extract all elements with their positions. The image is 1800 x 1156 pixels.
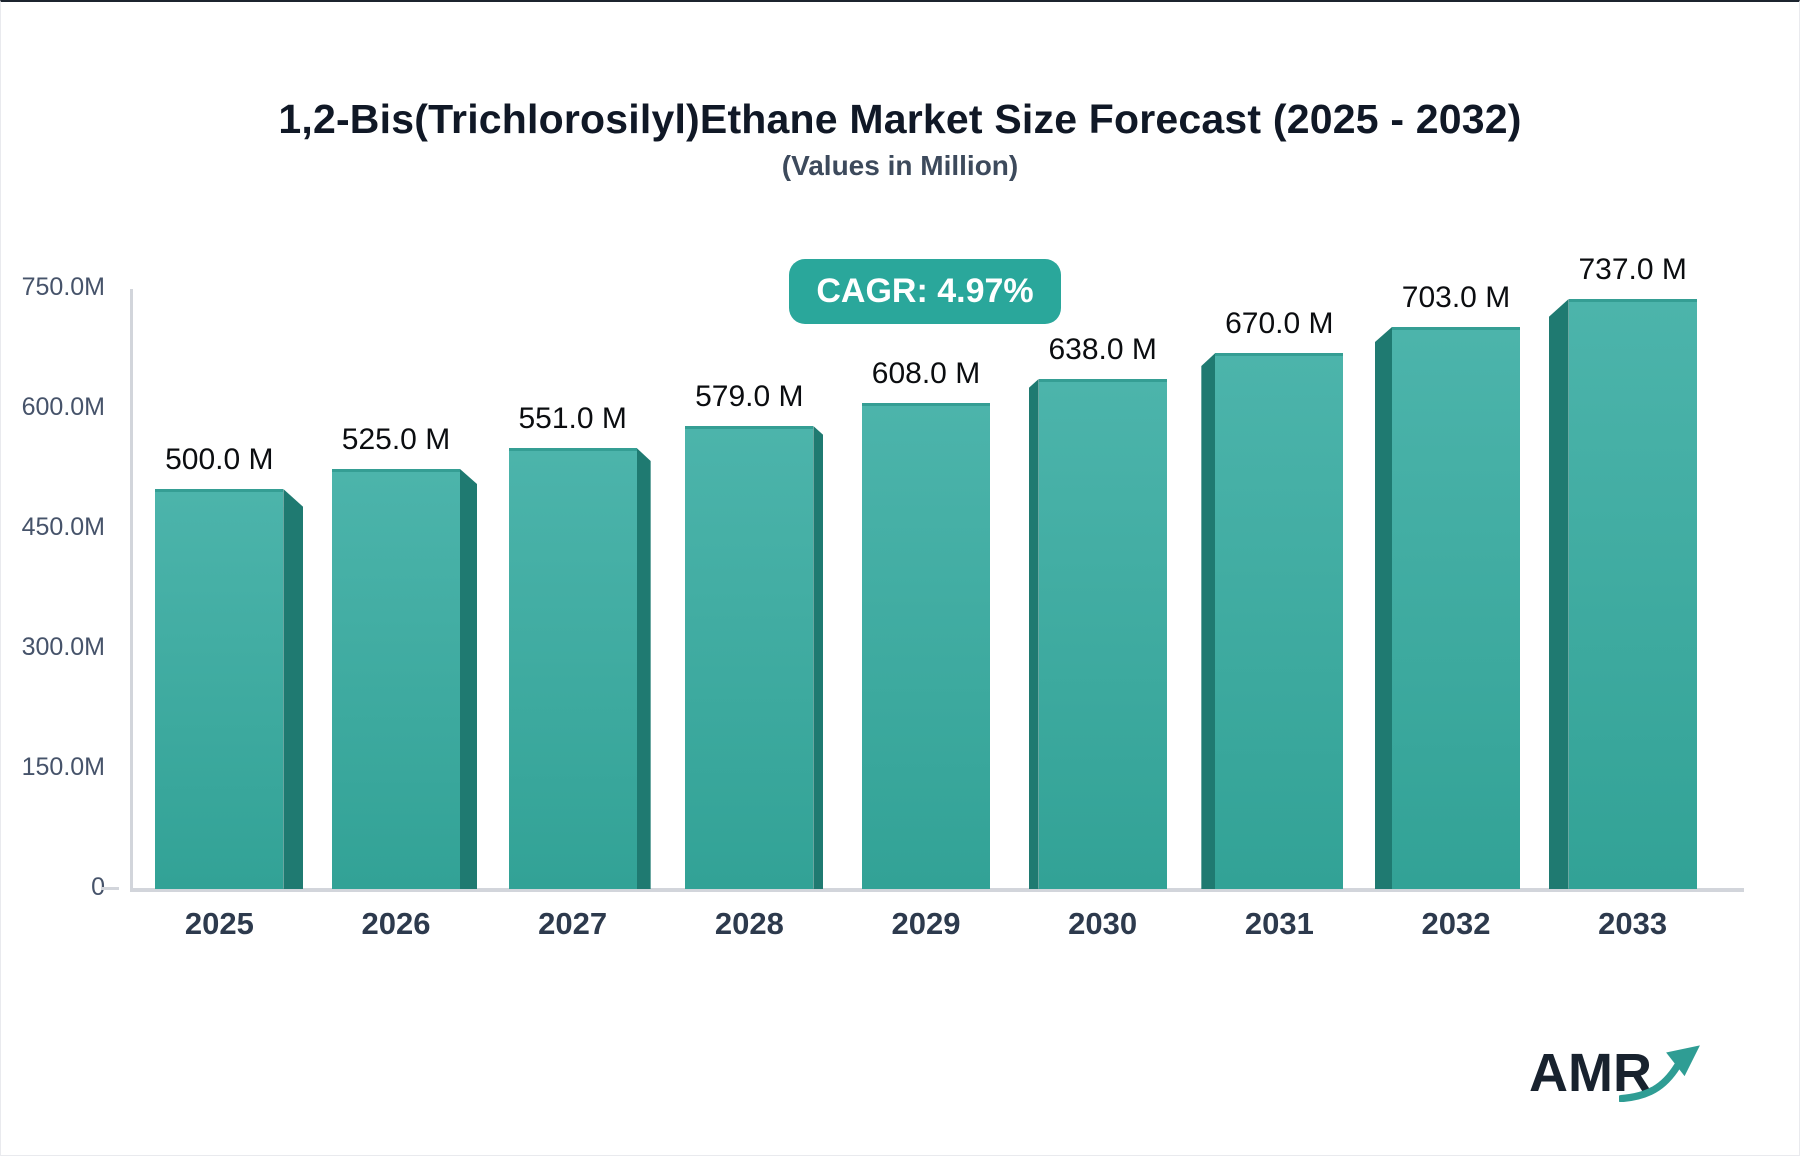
bar-side bbox=[460, 469, 477, 889]
chart-title: 1,2-Bis(Trichlorosilyl)Ethane Market Siz… bbox=[278, 96, 1522, 142]
y-tick-label: 450.0M bbox=[21, 513, 105, 541]
bar-side bbox=[1548, 299, 1569, 889]
cagr-badge-label: CAGR: 4.97% bbox=[816, 272, 1034, 310]
bar-face bbox=[155, 489, 284, 889]
y-tick-label: 300.0M bbox=[21, 633, 105, 661]
bar-value-label: 638.0 M bbox=[1048, 333, 1157, 366]
bar-side bbox=[1375, 327, 1392, 889]
bar-value-label: 608.0 M bbox=[871, 357, 981, 390]
bar-value-label: 525.0 M bbox=[341, 423, 451, 456]
y-tick-label: 150.0M bbox=[21, 753, 105, 781]
bar-face bbox=[1038, 379, 1167, 889]
bar-side bbox=[1028, 379, 1039, 889]
bar-face bbox=[508, 448, 637, 889]
bar-side bbox=[813, 426, 824, 889]
bar-face bbox=[1392, 327, 1520, 889]
x-tick-label: 2025 bbox=[184, 906, 254, 941]
bar-face bbox=[862, 403, 990, 889]
x-tick-label: 2032 bbox=[1421, 906, 1491, 941]
bar-face bbox=[685, 426, 814, 889]
bar-value-label: 670.0 M bbox=[1225, 307, 1334, 340]
x-tick-label: 2028 bbox=[714, 906, 784, 941]
bar-value-label: 551.0 M bbox=[518, 402, 627, 435]
y-tick-label: 750.0M bbox=[21, 273, 105, 301]
x-tick-label: 2033 bbox=[1598, 906, 1668, 941]
y-axis-line bbox=[130, 289, 133, 892]
amr-logo-text: AMR bbox=[1529, 1043, 1652, 1103]
cagr-badge: CAGR: 4.97% bbox=[789, 259, 1061, 324]
amr-logo: AMR bbox=[1521, 1032, 1731, 1127]
bar-side bbox=[283, 489, 304, 889]
x-axis-line bbox=[130, 888, 1744, 892]
x-tick-label: 2031 bbox=[1244, 906, 1314, 941]
bar-side bbox=[1201, 353, 1216, 889]
bar-value-label: 703.0 M bbox=[1401, 281, 1511, 314]
growth-arrow-icon bbox=[1617, 1042, 1703, 1103]
bar-face bbox=[1568, 299, 1697, 889]
y-tick-label: 600.0M bbox=[21, 393, 105, 421]
x-tick-label: 2029 bbox=[891, 906, 961, 941]
bar-face bbox=[1215, 353, 1344, 889]
bar-value-label: 500.0 M bbox=[165, 443, 274, 476]
x-tick-label: 2026 bbox=[361, 906, 431, 941]
y-axis-zero-tick bbox=[101, 887, 119, 890]
y-tick-label: 0 bbox=[91, 873, 105, 901]
bar-side bbox=[636, 448, 651, 889]
bar-value-label: 737.0 M bbox=[1578, 253, 1687, 286]
chart-subtitle: (Values in Million) bbox=[781, 150, 1019, 181]
x-tick-label: 2027 bbox=[538, 906, 608, 941]
bar-face bbox=[332, 469, 460, 889]
bar-value-label: 579.0 M bbox=[695, 380, 804, 413]
x-tick-label: 2030 bbox=[1068, 906, 1138, 941]
